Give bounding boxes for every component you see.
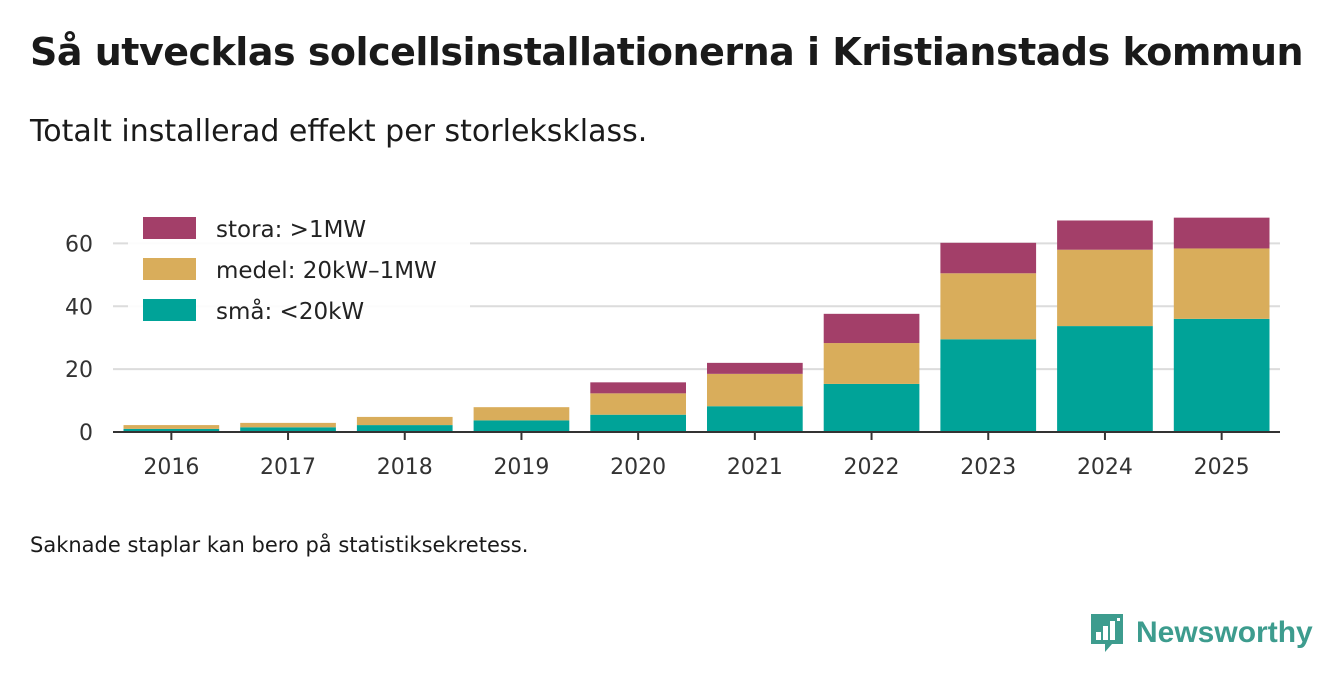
bar-2021-series-2: [707, 362, 803, 374]
y-tick-label: 0: [79, 421, 93, 446]
bar-2023-series-0: [940, 339, 1037, 432]
bar-2020-series-0: [590, 414, 686, 432]
brand-logo: Newsworthy: [1088, 612, 1313, 654]
bar-2023-series-2: [940, 242, 1037, 274]
x-tick-label-2021: 2021: [727, 455, 783, 480]
bar-2018-series-0: [356, 425, 453, 432]
bar-2021-series-1: [707, 373, 803, 407]
legend-swatch: [143, 217, 196, 239]
bar-2019-series-1: [473, 407, 570, 421]
bar-2024-series-2: [1057, 220, 1153, 250]
bar-2020-series-2: [590, 382, 686, 394]
axes: 0 20 40 60 2016 2017 2018 2019 2020 2021 2022 2023 2…: [65, 232, 1280, 480]
bar-2016-series-1: [123, 425, 220, 429]
y-tick-label: 60: [65, 232, 93, 257]
bar-2025-series-1: [1173, 248, 1270, 319]
legend-label: stora: >1MW: [216, 217, 366, 243]
bar-2017-series-0: [240, 427, 336, 432]
legend-label: medel: 20kW–1MW: [216, 258, 437, 284]
bar-2019-series-0: [473, 420, 570, 432]
x-tick-label-2019: 2019: [493, 455, 549, 480]
bar-2022-series-1: [823, 343, 920, 384]
x-tick-label-2017: 2017: [260, 455, 316, 480]
x-tick-label-2016: 2016: [143, 455, 199, 480]
chart-title: Så utvecklas solcellsinstallationerna i …: [30, 30, 1304, 74]
y-tick-label: 20: [65, 358, 93, 383]
bar-2024-series-1: [1057, 249, 1153, 327]
bar-2024-series-0: [1057, 326, 1153, 432]
bar-series: [123, 217, 1270, 432]
bar-2020-series-1: [590, 393, 686, 415]
x-tick-label-2020: 2020: [610, 455, 666, 480]
bar-2023-series-1: [940, 273, 1037, 340]
bar-2022-series-0: [823, 383, 920, 432]
legend-label: små: <20kW: [216, 297, 364, 325]
x-tick-label-2022: 2022: [844, 455, 900, 480]
x-tick-label-2024: 2024: [1077, 455, 1133, 480]
bar-2017-series-1: [240, 422, 336, 428]
x-tick-label-2018: 2018: [377, 455, 433, 480]
bar-2018-series-1: [356, 416, 453, 426]
bar-2021-series-0: [707, 406, 803, 432]
newsworthy-logo-icon: [1091, 614, 1123, 652]
chart-subtitle: Totalt installerad effekt per storlekskl…: [30, 114, 648, 149]
legend-swatch: [143, 299, 196, 321]
legend-swatch: [143, 258, 196, 280]
bar-2025-series-2: [1173, 217, 1270, 249]
x-tick-label-2023: 2023: [960, 455, 1016, 480]
brand-name: Newsworthy: [1136, 616, 1313, 649]
bar-2022-series-2: [823, 313, 920, 344]
y-tick-label: 40: [65, 295, 93, 320]
x-tick-label-2025: 2025: [1194, 455, 1250, 480]
bar-2025-series-0: [1173, 318, 1270, 432]
bar-2016-series-0: [123, 428, 220, 432]
legend: stora: >1MW medel: 20kW–1MW små: <20kW: [128, 210, 470, 330]
footnote: Saknade staplar kan bero på statistiksek…: [30, 533, 529, 557]
